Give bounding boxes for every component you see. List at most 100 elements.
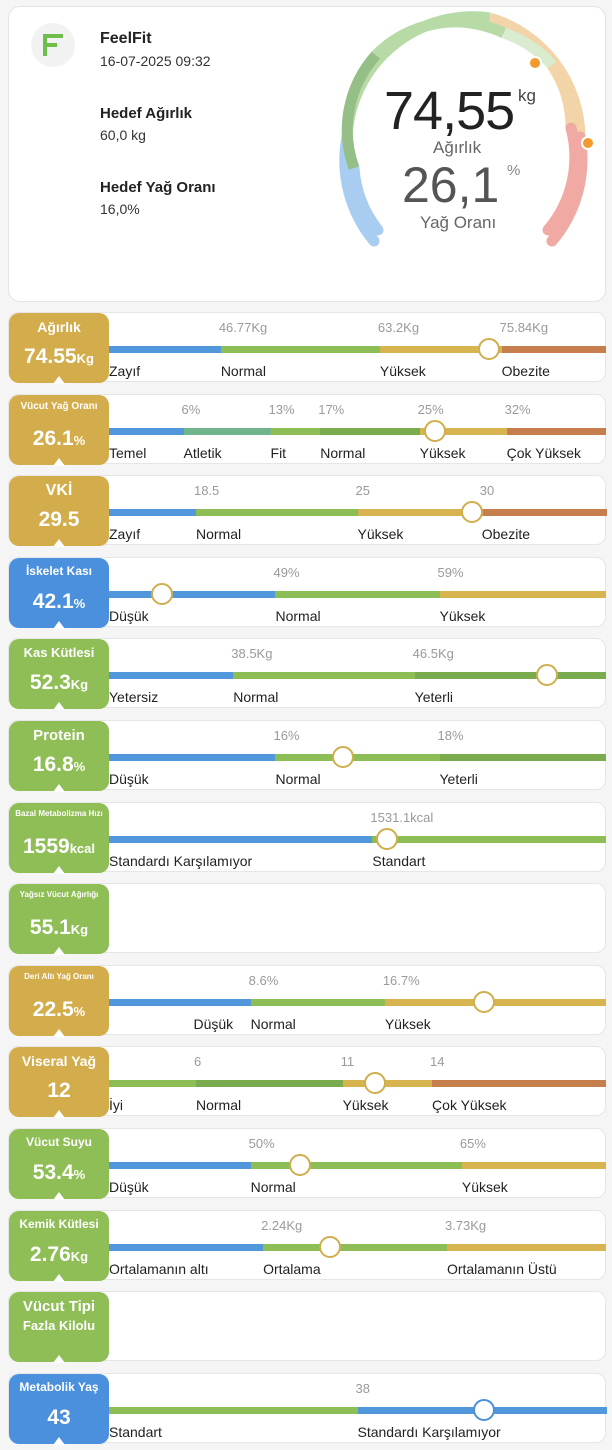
range-category-label: Yüksek <box>379 363 426 379</box>
metric-label: Kemik Kütlesi <box>19 1217 99 1231</box>
target-fat-label: Hedef Yağ Oranı <box>100 179 216 196</box>
metric-value-number: 29.5 <box>38 508 80 531</box>
metric-value-number: 52.3 <box>29 671 71 694</box>
range-bar-segment <box>439 591 607 598</box>
weight-indicator-dot <box>528 56 542 70</box>
metric-row[interactable]: Bazal Metabolizma Hızı 1559kcal 1531.1kcal… <box>8 802 607 874</box>
metric-row[interactable]: Deri Altı Yağ Oranı 22.5% 8.6% 16.7% Düşük No… <box>8 965 607 1037</box>
range-category-label: Normal <box>250 1016 296 1032</box>
range-category-label: Normal <box>220 363 266 379</box>
metric-value-unit: Kg <box>70 1249 89 1264</box>
range-category-label: Düşük <box>109 771 149 787</box>
range-threshold-label: 46.77Kg <box>218 320 268 335</box>
metric-badge: Viseral Yağ 12 <box>9 1047 109 1118</box>
metric-label: Kas Kütlesi <box>23 645 95 660</box>
metric-badge: Yağsız Vücut Ağırlığı 55.1Kg <box>9 884 109 955</box>
range-bar-segment <box>379 346 503 353</box>
metric-row[interactable]: Vücut Suyu 53.4% 50% 65% Düşük Normal Yüksek <box>8 1128 607 1200</box>
range-bar-segment <box>109 1162 252 1169</box>
app-logo <box>31 23 75 67</box>
range-category-label: Yüksek <box>384 1016 431 1032</box>
range-category-label: Yetersiz <box>109 689 159 705</box>
gauge-fat-label: Yağ Oranı <box>420 213 497 232</box>
metric-badge: Metabolik Yaş 43 <box>9 1374 109 1445</box>
range-threshold-label: 63.2Kg <box>377 320 420 335</box>
metric-row[interactable]: Viseral Yağ 12 6 11 14 İyi Normal Yüksek Çok Yük… <box>8 1046 607 1118</box>
range-category-label: Standart <box>109 1424 162 1440</box>
range-bar-segment <box>320 428 421 435</box>
value-marker <box>423 420 446 442</box>
range-bar-segment <box>461 1162 607 1169</box>
range-category-label: Obezite <box>501 363 550 379</box>
metric-value: 29.5 <box>9 508 109 532</box>
range-category-label: Ortalama <box>263 1261 321 1277</box>
metric-value: 53.4% <box>9 1161 109 1185</box>
weight-fat-gauge <box>339 11 595 247</box>
range-category-label: Ortalamanın Üstü <box>446 1261 557 1277</box>
metric-label: Vücut Tipi <box>22 1298 96 1315</box>
range-bar-segment <box>109 1407 358 1414</box>
metric-row[interactable]: Ağırlık 74.55Kg 46.77Kg 63.2Kg 75.84Kg Zayıf N… <box>8 312 607 384</box>
metric-row[interactable]: Kemik Kütlesi 2.76Kg 2.24Kg 3.73Kg Ortalaman… <box>8 1210 607 1282</box>
metric-label: Metabolik Yaş <box>19 1380 99 1394</box>
metric-row[interactable]: Vücut Yağ Oranı 26.1% 6% 13% 17% 25% 32% Temel A… <box>8 394 607 466</box>
metric-value-unit: % <box>73 1004 86 1019</box>
metric-value-number: 1559 <box>22 835 70 858</box>
value-marker <box>363 1072 386 1094</box>
metric-label: İskelet Kası <box>25 564 93 578</box>
range-category-label: Ortalamanın altı <box>109 1261 209 1277</box>
gauge-fat-unit: % <box>507 162 521 179</box>
range-category-label: Obezite <box>481 526 530 542</box>
metric-row[interactable]: Vücut Tipi Fazla Kilolu <box>8 1291 606 1363</box>
metric-value-unit: Kg <box>76 351 94 366</box>
metric-row[interactable]: Kas Kütlesi 52.3Kg 38.5Kg 46.5Kg Yetersiz Nor… <box>8 638 607 710</box>
metric-value-number: 2.76 <box>29 1243 71 1266</box>
range-category-label: Normal <box>250 1179 296 1195</box>
range-bar-segment <box>109 754 276 761</box>
range-bar-segment <box>432 1080 607 1087</box>
range-category-label: Zayıf <box>109 363 141 379</box>
metric-row[interactable]: Yağsız Vücut Ağırlığı 55.1Kg <box>8 883 606 955</box>
range-threshold-label: 8.6% <box>248 973 279 988</box>
range-bar-segment <box>275 754 440 761</box>
measurement-datetime: 16-07-2025 09:32 <box>100 53 211 69</box>
metric-badge: Vücut Suyu 53.4% <box>9 1129 109 1200</box>
range-bar-segment <box>220 346 381 353</box>
range-category-label: Standardı Karşılamıyor <box>109 853 253 869</box>
range-category-label: Çok Yüksek <box>506 445 582 461</box>
range-category-label: İyi <box>109 1097 123 1113</box>
metric-label: Ağırlık <box>37 319 81 335</box>
metric-label: Yağsız Vücut Ağırlığı <box>19 890 99 899</box>
range-category-label: Normal <box>195 526 242 542</box>
metric-value-number: 16.8 <box>32 753 74 776</box>
range-bar-segment <box>109 428 185 435</box>
range-threshold-label: 30 <box>479 483 495 498</box>
brand-name: FeelFit <box>100 30 152 47</box>
range-bar-segment <box>250 1162 463 1169</box>
metric-row[interactable]: Metabolik Yaş 43 38 Standart Standardı Karşı… <box>8 1373 607 1445</box>
metric-row[interactable]: İskelet Kası 42.1% 49% 59% Düşük Normal Yüksek <box>8 557 607 629</box>
range-bar-segment <box>109 999 252 1006</box>
range-category-label: Temel <box>109 445 147 461</box>
range-bar-segment <box>109 591 276 598</box>
range-threshold-label: 6% <box>181 402 201 417</box>
metric-row[interactable]: VKİ 29.5 18.5 25 30 Zayıf Normal Yüksek Obezite <box>8 475 607 547</box>
range-threshold-label: 65% <box>459 1136 486 1151</box>
range-threshold-label: 75.84Kg <box>499 320 549 335</box>
range-bar-segment <box>183 428 272 435</box>
metric-value: 2.76Kg <box>9 1243 109 1267</box>
value-marker <box>319 1236 342 1258</box>
range-category-label: Düşük <box>109 1179 149 1195</box>
range-bar-segment <box>446 1244 607 1251</box>
range-threshold-label: 6 <box>193 1054 202 1069</box>
metric-value-number: 42.1 <box>32 590 74 613</box>
range-bar-segment <box>439 754 607 761</box>
range-bar-segment <box>233 672 416 679</box>
metric-badge: Deri Altı Yağ Oranı 22.5% <box>9 966 109 1037</box>
metric-row[interactable]: Protein 16.8% 16% 18% Düşük Normal Yeterli <box>8 720 607 792</box>
range-category-label: Yüksek <box>357 526 404 542</box>
range-bar-segment <box>109 509 197 516</box>
metric-value-unit: kcal <box>69 841 96 856</box>
metric-value-number: 74.55 <box>24 345 77 368</box>
range-threshold-label: 1531.1kcal <box>370 810 434 825</box>
